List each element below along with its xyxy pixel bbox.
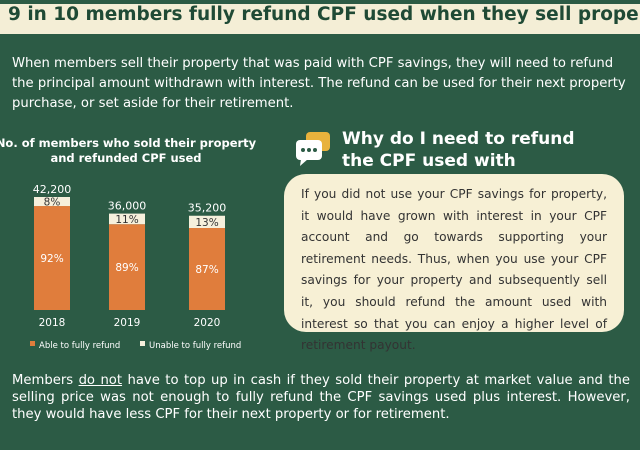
segment-label: 13% xyxy=(195,217,218,229)
bar-segment xyxy=(109,224,145,310)
bar-segment xyxy=(109,213,145,225)
total-label: 35,200 xyxy=(188,202,227,215)
footer-emphasis: do not xyxy=(78,373,123,388)
bar-segment xyxy=(34,197,70,207)
segment-label: 89% xyxy=(115,262,138,274)
segment-label: 87% xyxy=(195,264,218,276)
x-tick-label: 2019 xyxy=(114,317,141,329)
callout-text: If you did not use your CPF savings for … xyxy=(284,174,624,352)
footer-text: Members do not have to top up in cash if… xyxy=(12,372,630,423)
x-tick-label: 2020 xyxy=(194,317,221,329)
footer-part: Members xyxy=(12,373,79,388)
title-banner xyxy=(0,4,640,34)
bar-segment xyxy=(189,215,225,228)
segment-label: 11% xyxy=(115,214,138,226)
legend-label: Able to fully refund xyxy=(39,341,120,351)
legend-label: Unable to fully refund xyxy=(149,341,241,351)
bar-segment xyxy=(189,227,225,310)
x-tick-label: 2018 xyxy=(39,317,66,329)
chart: No. of members who sold their property an… xyxy=(0,136,257,351)
footer-part: have to top up in cash if they sold thei… xyxy=(12,373,630,422)
legend-swatch xyxy=(30,341,35,346)
bar-segment xyxy=(34,206,70,310)
chart-title: No. of members who sold their property an… xyxy=(0,136,257,165)
total-label: 42,200 xyxy=(33,183,72,196)
total-label: 36,000 xyxy=(108,200,147,213)
legend-swatch xyxy=(140,341,145,346)
title: 9 in 10 members fully refund CPF used wh… xyxy=(8,4,640,25)
segment-label: 92% xyxy=(40,253,63,265)
intro-text: When members sell their property that wa… xyxy=(12,56,626,111)
chat-icon xyxy=(296,132,330,166)
segment-label: 8% xyxy=(44,197,61,209)
